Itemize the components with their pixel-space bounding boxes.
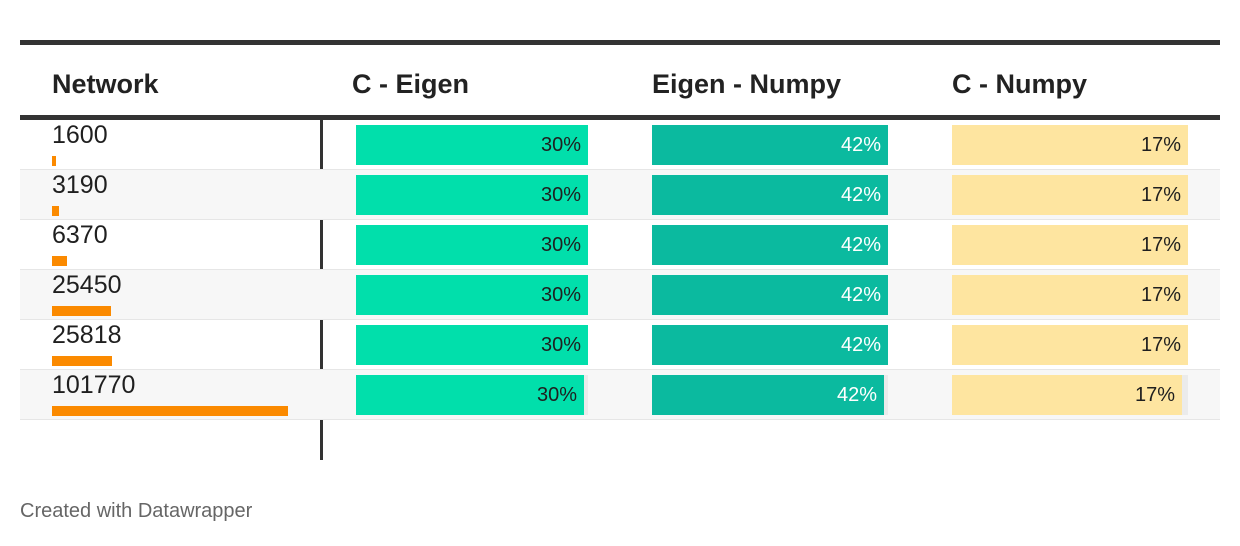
header-eigen-numpy[interactable]: Eigen - Numpy <box>652 69 842 99</box>
network-bar <box>52 356 112 366</box>
c-eigen-bar: 30% <box>356 275 588 315</box>
top-rule <box>20 40 1220 45</box>
eigen-numpy-bar: 42% <box>652 225 888 265</box>
table-row: 25818 30% 42% 17% <box>20 320 1220 370</box>
network-value: 6370 <box>52 221 108 249</box>
table-row: 6370 30% 42% 17% <box>20 220 1220 270</box>
c-numpy-bar: 17% <box>952 275 1188 315</box>
header-c-eigen[interactable]: C - Eigen <box>352 69 470 99</box>
c-numpy-bar: 17% <box>952 175 1188 215</box>
table-row: 1600 30% 42% 17% <box>20 120 1220 170</box>
network-bar <box>52 156 56 166</box>
network-value: 25818 <box>52 321 122 349</box>
table-row: 25450 30% 42% 17% <box>20 270 1220 320</box>
network-bar <box>52 306 111 316</box>
c-eigen-bar: 30% <box>356 125 588 165</box>
network-value: 1600 <box>52 121 108 149</box>
c-eigen-bar: 30% <box>356 375 584 415</box>
table-row: 3190 30% 42% 17% <box>20 170 1220 220</box>
c-eigen-bar: 30% <box>356 175 588 215</box>
c-numpy-bar: 17% <box>952 325 1188 365</box>
table-row: 101770 30% 42% 17% <box>20 370 1220 420</box>
table-body: 1600 30% 42% 17% 3190 30% 42% 17% 6370 30% 42% 17% 2… <box>20 120 1220 460</box>
network-bar <box>52 256 67 266</box>
table-header: Network C - Eigen Eigen - Numpy C - Nump… <box>20 45 1220 120</box>
eigen-numpy-bar: 42% <box>652 375 884 415</box>
c-numpy-bar: 17% <box>952 375 1182 415</box>
network-bar <box>52 406 288 416</box>
footer-credit: Created with Datawrapper <box>20 500 253 522</box>
c-numpy-bar: 17% <box>952 225 1188 265</box>
network-bar <box>52 206 59 216</box>
network-value: 101770 <box>52 371 136 399</box>
c-eigen-bar: 30% <box>356 225 588 265</box>
network-value: 3190 <box>52 171 108 199</box>
eigen-numpy-bar: 42% <box>652 325 888 365</box>
eigen-numpy-bar: 42% <box>652 175 888 215</box>
data-table: Network C - Eigen Eigen - Numpy C - Nump… <box>20 40 1220 460</box>
header-network[interactable]: Network <box>52 69 159 99</box>
network-value: 25450 <box>52 271 122 299</box>
header-c-numpy[interactable]: C - Numpy <box>952 69 1087 99</box>
c-eigen-bar: 30% <box>356 325 588 365</box>
eigen-numpy-bar: 42% <box>652 125 888 165</box>
c-numpy-bar: 17% <box>952 125 1188 165</box>
eigen-numpy-bar: 42% <box>652 275 888 315</box>
